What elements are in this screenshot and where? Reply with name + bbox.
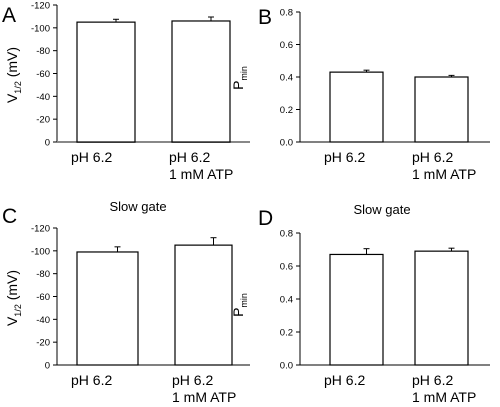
y-tick-label: -20 [36, 338, 50, 349]
y-tick-label: -60 [36, 292, 50, 303]
category-label: pH 6.2 [71, 372, 112, 388]
y-tick-label: -100 [31, 246, 50, 257]
category-label: pH 6.2 [324, 372, 365, 388]
y-tick-label: -40 [36, 92, 50, 103]
chart-title: Slow gate [109, 199, 166, 214]
panel-a: A -120 -100 -80 -60 -40 -20 0 V1/2 (mV) pH 6.2 pH … [2, 1, 250, 182]
y-axis-label-unit: (mV) [4, 270, 20, 304]
bar [329, 71, 384, 143]
y-tick-label: -20 [36, 115, 50, 126]
y-tick-label: -80 [36, 46, 50, 57]
category-label: pH 6.2 [169, 149, 210, 165]
y-axis-label-main: P [230, 308, 246, 317]
y-tick-label: 0.6 [280, 40, 293, 51]
y-tick-label: -80 [36, 269, 50, 280]
y-axis-label-subscript: 1/2 [13, 304, 23, 317]
y-axis-label-main: V [4, 93, 20, 103]
category-label: 1 mM ATP [412, 389, 476, 405]
category-label: 1 mM ATP [412, 166, 476, 182]
y-tick-label: 0 [45, 361, 50, 372]
y-tick-label: -100 [31, 23, 50, 34]
bar [76, 21, 136, 143]
bar [414, 250, 469, 366]
category-label: pH 6.2 [412, 372, 453, 388]
y-tick-label: 0.6 [280, 262, 293, 273]
panel-d: D Slow gate 0.0 0.2 0.4 0.6 0.8 Pmin pH 6.2 pH 6.… [230, 202, 490, 405]
panel-letter: B [258, 6, 272, 29]
panel-c: C Slow gate -120 -100 -80 -60 -40 -20 0 V1/2 (mV)… [2, 199, 250, 405]
y-axis-label-unit: (mV) [4, 47, 20, 81]
y-tick-label: 0 [45, 138, 50, 149]
category-label: 1 mM ATP [169, 166, 233, 182]
y-tick-label: 0.4 [280, 295, 293, 306]
y-axis-label-subscript: min [239, 293, 249, 308]
bar [76, 251, 139, 366]
y-tick-label: 0.8 [280, 229, 293, 240]
bar [329, 253, 384, 366]
y-tick-label: -120 [31, 1, 50, 12]
chart-title: Slow gate [353, 202, 410, 217]
y-tick-label: 0.4 [280, 73, 293, 84]
panel-letter: C [2, 205, 17, 228]
y-axis-label: V1/2 (mV) [4, 270, 23, 326]
y-axis-label-main: V [4, 316, 20, 326]
y-axis-label-subscript: min [239, 66, 249, 81]
y-axis-label: Pmin [230, 293, 249, 317]
bar [171, 20, 231, 143]
panel-letter: D [258, 207, 273, 230]
y-tick-label: 0.0 [280, 361, 293, 372]
y-tick-label: 0.0 [280, 138, 293, 149]
y-axis-label: Pmin [230, 66, 249, 90]
category-label: 1 mM ATP [172, 389, 236, 405]
category-label: pH 6.2 [172, 372, 213, 388]
panel-letter: A [2, 4, 16, 27]
y-tick-label: -40 [36, 315, 50, 326]
y-axis-label-subscript: 1/2 [13, 81, 23, 94]
bar [414, 76, 469, 143]
y-tick-label: 0.2 [280, 105, 293, 116]
y-tick-label: -60 [36, 69, 50, 80]
y-axis-label: V1/2 (mV) [4, 47, 23, 103]
y-tick-label: -120 [31, 224, 50, 235]
y-tick-label: 0.2 [280, 328, 293, 339]
category-label: pH 6.2 [412, 149, 453, 165]
y-tick-label: 0.8 [280, 8, 293, 19]
category-label: pH 6.2 [71, 149, 112, 165]
category-label: pH 6.2 [324, 149, 365, 165]
y-axis-label-main: P [230, 81, 246, 90]
bar [174, 244, 233, 366]
